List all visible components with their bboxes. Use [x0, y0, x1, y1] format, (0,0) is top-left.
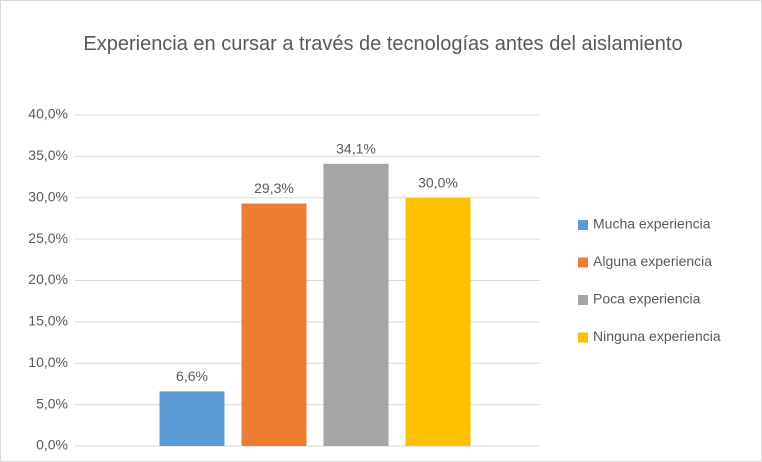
y-tick-label: 35,0%	[28, 147, 68, 163]
y-tick-label: 30,0%	[28, 188, 68, 204]
legend-swatch	[578, 220, 588, 230]
y-tick-label: 40,0%	[28, 106, 68, 122]
legend-label: Mucha experiencia	[593, 216, 711, 232]
bar	[405, 197, 471, 446]
legend-swatch	[578, 332, 588, 343]
bar	[159, 391, 225, 446]
bar	[323, 163, 389, 446]
value-label: 6,6%	[176, 368, 208, 384]
y-tick-label: 0,0%	[36, 437, 68, 453]
legend-label: Ninguna experiencia	[593, 328, 721, 344]
y-tick-label: 5,0%	[36, 395, 68, 411]
y-tick-label: 20,0%	[28, 271, 68, 287]
chart-title: Experiencia en cursar a través de tecnol…	[83, 33, 683, 55]
bar	[241, 203, 307, 446]
y-tick-label: 15,0%	[28, 313, 68, 329]
legend-label: Poca experiencia	[593, 291, 701, 307]
legend-swatch	[578, 295, 588, 305]
y-tick-label: 10,0%	[28, 354, 68, 370]
y-tick-label: 25,0%	[28, 230, 68, 246]
value-label: 29,3%	[254, 180, 294, 196]
legend-swatch	[578, 257, 588, 268]
legend-label: Alguna experiencia	[593, 253, 712, 269]
value-label: 30,0%	[418, 174, 458, 190]
value-label: 34,1%	[336, 141, 376, 157]
